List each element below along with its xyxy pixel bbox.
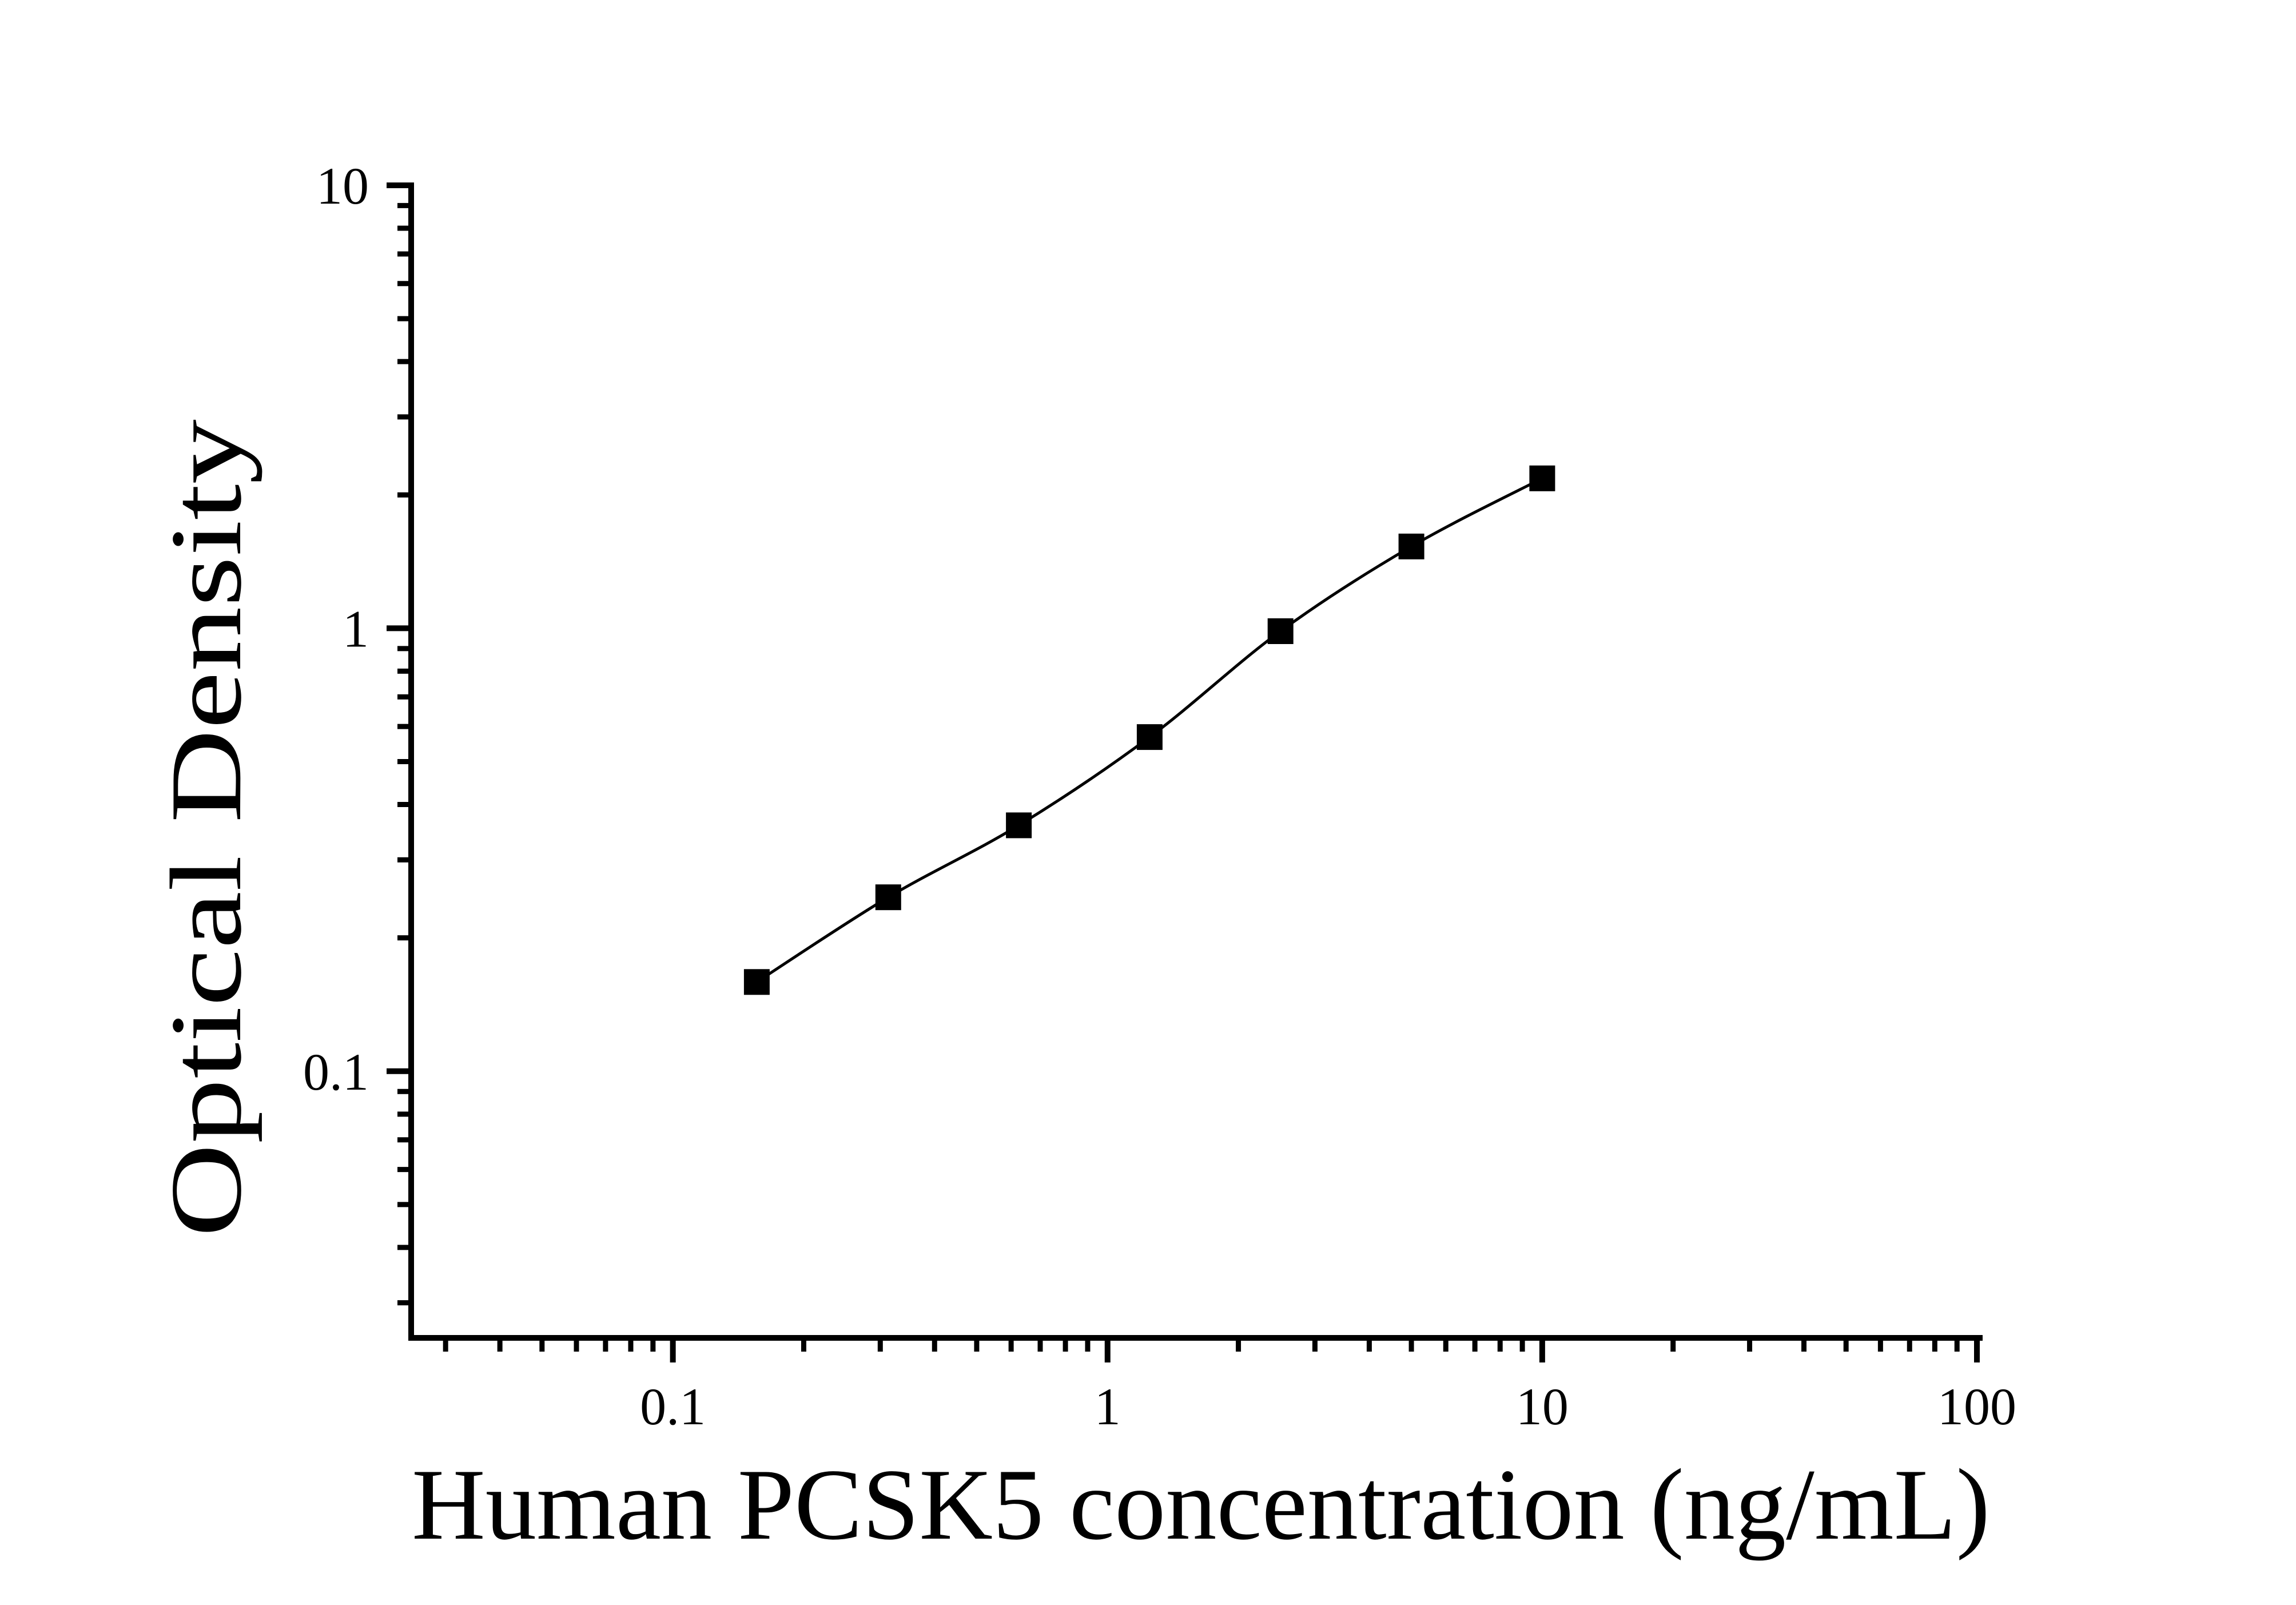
x-axis-tick-label: 10	[1516, 1377, 1569, 1436]
y-axis-tick-label: 1	[343, 599, 369, 658]
data-point-marker	[1136, 724, 1163, 750]
data-point-marker	[1398, 533, 1424, 559]
generated-series	[743, 465, 1555, 995]
data-point-marker	[1267, 618, 1294, 644]
x-axis-title: Human PCSK5 concentration (ng/mL)	[412, 1448, 1990, 1561]
x-axis-tick-label: 0.1	[640, 1377, 706, 1436]
y-axis-tick-label: 0.1	[303, 1043, 369, 1101]
generated-ticks	[387, 182, 1980, 1362]
generated-tick-labels: 0.1 1 10 100 0.1 1 10	[303, 157, 2016, 1436]
plot-area: 0.1 1 10 100 0.1 1 10	[303, 157, 2016, 1436]
generated-axes	[408, 182, 1983, 1341]
y-axis-title: Optical Density	[149, 419, 262, 1237]
data-point-marker	[875, 884, 901, 911]
data-point-marker	[1529, 465, 1555, 491]
x-axis-tick-label: 100	[1937, 1377, 2016, 1436]
x-axis-tick-label: 1	[1095, 1377, 1121, 1436]
y-axis-tick-label: 10	[316, 157, 369, 215]
data-point-marker	[1006, 812, 1032, 839]
data-point-marker	[743, 969, 770, 995]
